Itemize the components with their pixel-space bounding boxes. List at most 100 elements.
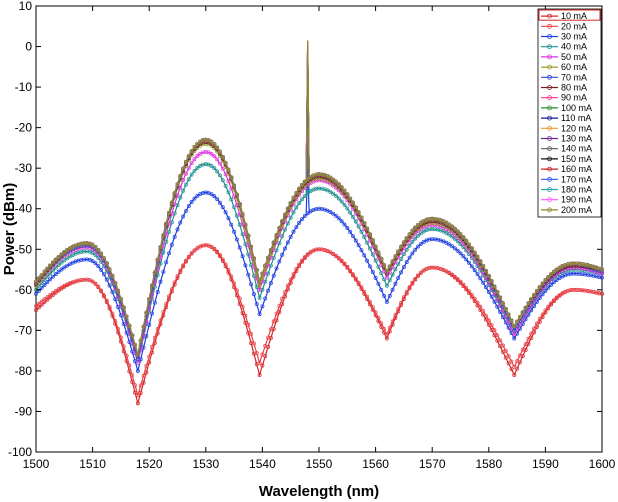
y-tick-label: -20 [15, 121, 33, 135]
series-30-ma [34, 168, 604, 374]
data-point [217, 161, 222, 166]
data-point [45, 280, 50, 285]
data-point [209, 244, 214, 249]
data-point [249, 244, 254, 249]
data-point [529, 297, 534, 301]
data-point [554, 295, 559, 300]
data-point [472, 268, 477, 273]
data-point [365, 258, 370, 263]
data-point [492, 284, 497, 289]
data-point [331, 177, 336, 182]
data-point [373, 244, 378, 249]
series-120-ma [34, 46, 604, 357]
data-point [387, 264, 392, 269]
legend-item: 150 mA [541, 154, 592, 164]
data-point [362, 289, 367, 294]
data-point [169, 287, 174, 292]
y-tick-label: -100 [8, 445, 32, 459]
series-160-ma [34, 42, 604, 357]
y-tick-label: -40 [15, 202, 33, 216]
legend-marker [547, 85, 552, 90]
legend-marker [547, 64, 552, 70]
data-point [229, 222, 234, 227]
data-point [399, 270, 404, 275]
data-point [104, 277, 109, 282]
data-point [249, 263, 254, 268]
data-point [215, 145, 220, 150]
legend-marker [547, 105, 552, 111]
data-point [285, 206, 290, 211]
data-point [464, 257, 469, 262]
data-point [339, 219, 344, 224]
data-point [118, 296, 123, 301]
data-point [96, 247, 101, 252]
data-point [59, 260, 64, 265]
data-point [557, 276, 562, 281]
data-point [356, 243, 361, 248]
data-point [317, 206, 321, 211]
legend-item: 120 mA [541, 123, 592, 133]
data-point [362, 253, 367, 258]
data-point [540, 281, 545, 286]
data-point [379, 287, 384, 292]
data-point [141, 324, 146, 329]
data-point [396, 249, 401, 254]
data-point [285, 221, 290, 226]
data-point [387, 325, 392, 330]
legend-label: 20 mA [561, 21, 587, 31]
data-point [370, 270, 375, 274]
data-point [226, 216, 231, 221]
y-tick-label: 10 [19, 0, 33, 13]
data-point [430, 227, 435, 231]
data-point [178, 220, 183, 225]
data-point [209, 163, 214, 168]
data-point [220, 154, 225, 159]
data-point [489, 327, 494, 332]
data-point [175, 182, 180, 187]
data-point [469, 246, 474, 251]
data-point [393, 313, 398, 317]
data-point [107, 283, 112, 288]
data-point [215, 157, 220, 162]
data-point [257, 312, 262, 317]
data-point [167, 211, 171, 215]
legend-label: 140 mA [561, 144, 592, 154]
data-point [481, 280, 486, 285]
data-point [274, 266, 279, 271]
data-point [382, 277, 387, 282]
series-line [35, 191, 603, 374]
data-point [413, 225, 418, 230]
legend-marker [547, 176, 552, 182]
data-point [116, 305, 121, 309]
data-point [254, 351, 259, 356]
data-point [300, 197, 304, 202]
data-point [478, 276, 483, 281]
data-point [472, 250, 477, 255]
data-point [359, 248, 364, 253]
data-point [110, 273, 115, 278]
data-point [280, 252, 285, 257]
data-point [192, 145, 197, 150]
data-point [93, 245, 98, 249]
data-point [152, 335, 157, 340]
legend-marker [547, 197, 552, 203]
data-point [484, 268, 488, 273]
data-point [291, 272, 296, 276]
y-tick-label: -70 [15, 323, 33, 337]
data-point [51, 260, 55, 265]
data-point [133, 383, 137, 388]
data-point [523, 342, 528, 347]
data-point [401, 265, 406, 270]
data-point [90, 279, 95, 284]
data-point [229, 175, 234, 180]
data-point [260, 271, 265, 276]
data-point [418, 241, 423, 246]
data-point [416, 273, 420, 278]
data-point [249, 331, 254, 336]
data-point [348, 196, 353, 201]
data-point [234, 288, 239, 293]
legend-item: 200 mA [541, 205, 592, 215]
data-point [444, 269, 449, 274]
data-point [467, 242, 471, 247]
data-point [135, 352, 140, 357]
